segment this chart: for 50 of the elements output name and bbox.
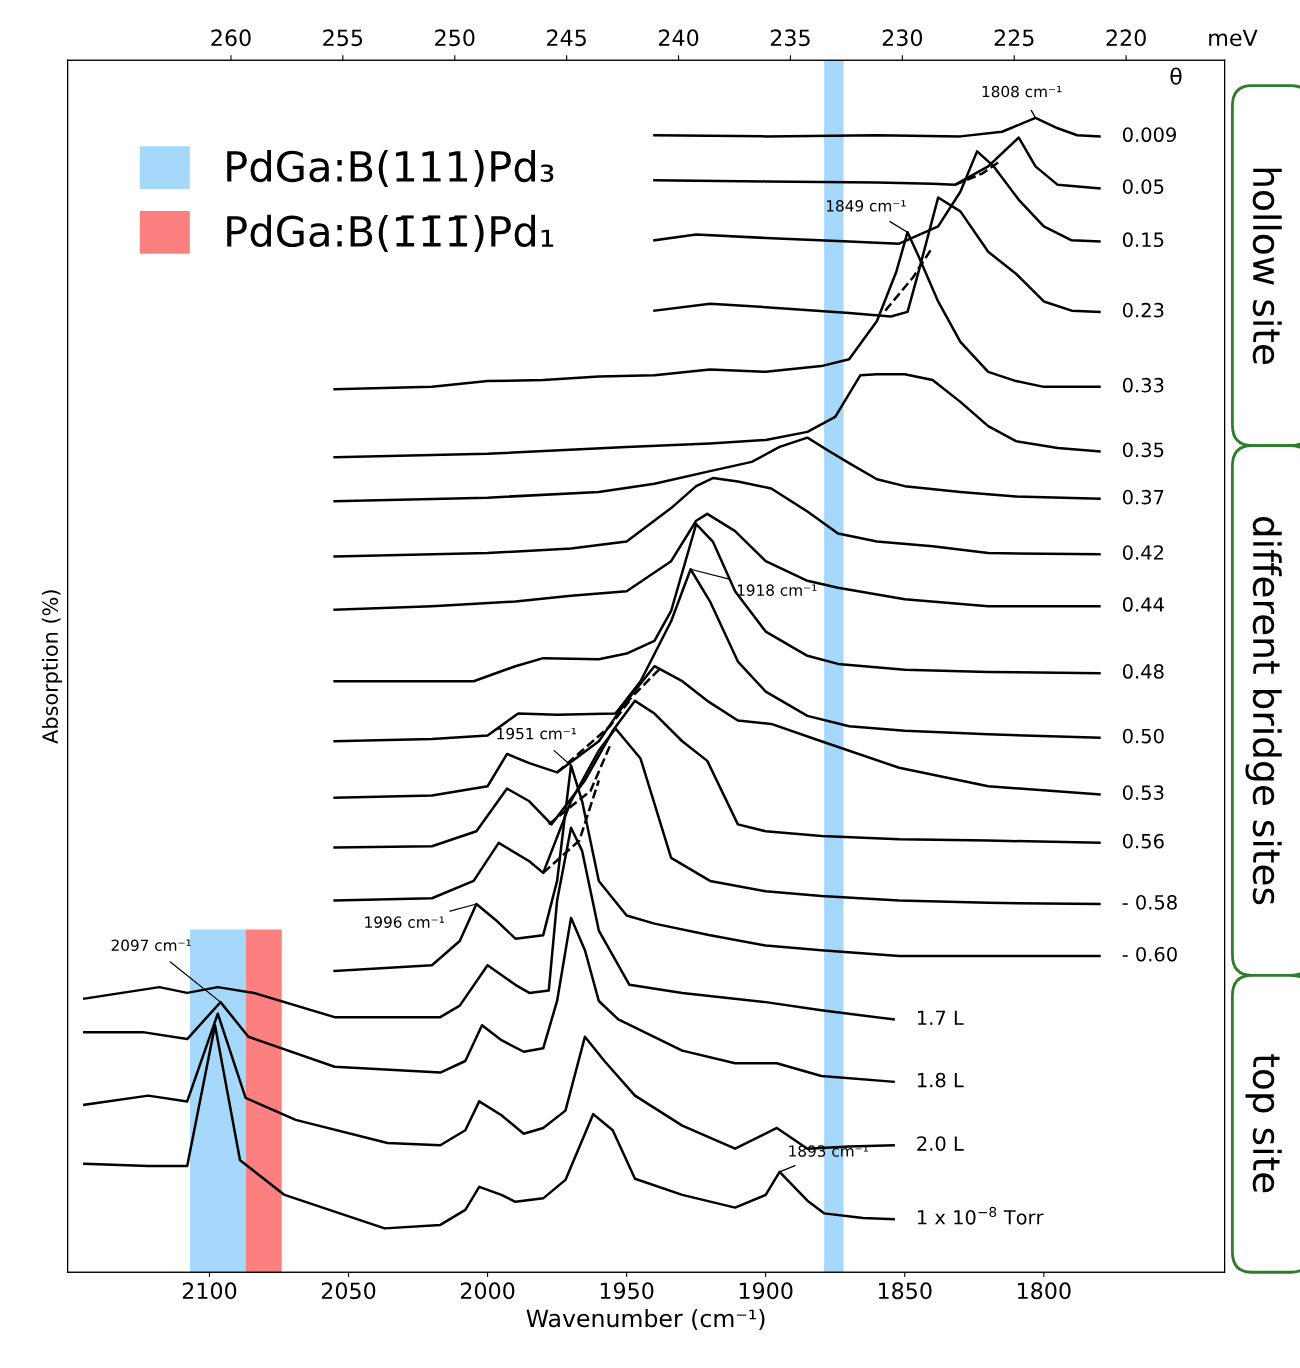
x2-tick-label: 260	[211, 29, 251, 47]
text: different bridge sites	[1245, 516, 1282, 905]
series-label: 1.8 L	[917, 1072, 964, 1088]
text: θ	[1170, 67, 1182, 85]
series-label: 0.48	[1122, 664, 1164, 679]
x2-tick-label: 255	[323, 29, 363, 47]
annotation: 1918 cm⁻¹	[737, 584, 817, 596]
text: hollow site	[1252, 168, 1282, 365]
x2-axis-title: meV	[1209, 29, 1258, 47]
x2-tick-label: 245	[547, 29, 586, 47]
series-label: 2.0 L	[917, 1136, 964, 1151]
annotation: 1849 cm⁻¹	[826, 200, 906, 212]
series-label: - 0.58	[1122, 894, 1177, 910]
series-label: - 0.60	[1122, 946, 1177, 962]
series-label: 1.7 L	[917, 1010, 964, 1025]
x-tick-label: 1900	[739, 1282, 793, 1300]
annotation: 2097 cm⁻¹	[111, 939, 191, 951]
x-tick-label: 2050	[321, 1282, 376, 1300]
x2-tick-label: 225	[994, 29, 1034, 47]
annotation: 1808 cm⁻¹	[982, 85, 1062, 98]
series-label: 0.33	[1122, 377, 1164, 393]
series-label: 0.56	[1122, 833, 1164, 849]
series-label: 0.23	[1122, 302, 1164, 318]
x-tick-label: 1800	[1017, 1282, 1071, 1300]
x-axis-title: Wavenumber (cm⁻¹)	[526, 1309, 765, 1331]
x2-tick-label: 235	[770, 29, 810, 47]
x-tick-label: 2000	[460, 1282, 515, 1300]
series-label: 0.35	[1122, 442, 1164, 458]
x2-tick-label: 220	[1106, 29, 1146, 47]
text: top site	[1245, 1054, 1282, 1193]
series-label: 0.37	[1122, 489, 1164, 505]
series-label: 0.15	[1122, 232, 1164, 248]
legend-label: PdGa:B(111)Pd₃	[227, 149, 554, 188]
series-label: 0.42	[1122, 545, 1164, 560]
series-label: 0.05	[1122, 179, 1164, 194]
x-tick-label: 2100	[182, 1282, 237, 1300]
series-label: 0.50	[1122, 728, 1164, 744]
x2-tick-label: 240	[658, 29, 699, 47]
annotation: 1951 cm⁻¹	[497, 727, 577, 740]
y-axis-title: Absorption (%)	[41, 590, 63, 744]
x2-tick-label: 250	[435, 29, 475, 47]
series-label: 0.009	[1122, 127, 1176, 143]
series-label: 0.53	[1122, 785, 1164, 800]
x-tick-label: 1950	[600, 1282, 654, 1300]
legend-label: PdGa:B(1̄1̄1̄)Pd₁	[227, 214, 554, 252]
annotation: 1996 cm⁻¹	[365, 916, 444, 928]
series-label: 1 x 10$^{−8}$ Torr	[917, 1206, 1044, 1225]
x-tick-label: 1850	[878, 1282, 932, 1300]
x2-tick-label: 230	[882, 29, 923, 47]
series-label: 0.44	[1122, 597, 1164, 612]
